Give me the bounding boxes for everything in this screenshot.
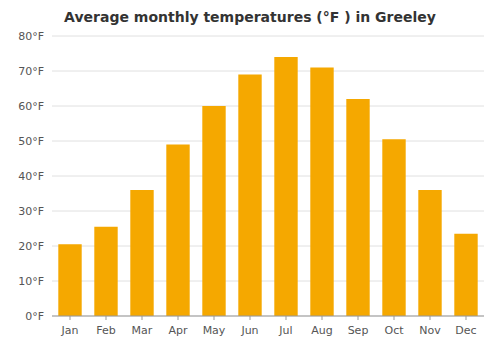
y-tick-label: 20°F	[18, 240, 44, 253]
grid-line	[52, 71, 484, 72]
chart-title: Average monthly temperatures (°F ) in Gr…	[64, 9, 436, 25]
y-tick-label: 80°F	[18, 30, 44, 43]
bar	[238, 75, 261, 317]
grid-line	[52, 106, 484, 107]
x-tick-label: Aug	[311, 324, 332, 337]
x-tick-label: Mar	[132, 324, 153, 337]
bar	[274, 57, 297, 316]
grid-line	[52, 36, 484, 37]
x-tick-label: Feb	[96, 324, 115, 337]
bar	[310, 68, 333, 317]
x-tick-label: Oct	[384, 324, 404, 337]
bar	[130, 190, 153, 316]
x-tick	[178, 316, 179, 320]
bar	[382, 139, 405, 316]
x-tick	[466, 316, 467, 320]
bars	[58, 57, 477, 316]
y-tick-label: 40°F	[18, 170, 44, 183]
x-tick	[214, 316, 215, 320]
x-tick	[358, 316, 359, 320]
x-tick-label: Sep	[348, 324, 369, 337]
bar	[454, 234, 477, 316]
y-tick-label: 0°F	[25, 310, 44, 323]
x-tick	[250, 316, 251, 320]
bar	[202, 106, 225, 316]
x-tick	[394, 316, 395, 320]
x-tick	[430, 316, 431, 320]
grid-line	[52, 316, 484, 317]
x-tick	[322, 316, 323, 320]
x-tick	[106, 316, 107, 320]
x-tick	[286, 316, 287, 320]
bar	[166, 145, 189, 317]
x-tick-label: Jun	[240, 324, 258, 337]
y-tick-label: 10°F	[18, 275, 44, 288]
x-tick-label: Jan	[61, 324, 79, 337]
x-tick	[142, 316, 143, 320]
y-grid	[52, 36, 484, 316]
chart-container: Average monthly temperatures (°F ) in Gr…	[0, 0, 500, 350]
y-tick-label: 30°F	[18, 205, 44, 218]
y-tick-label: 60°F	[18, 100, 44, 113]
grid-line	[52, 141, 484, 142]
bar	[418, 190, 441, 316]
x-tick	[70, 316, 71, 320]
chart-svg: Average monthly temperatures (°F ) in Gr…	[0, 0, 500, 350]
y-tick-label: 70°F	[18, 65, 44, 78]
x-axis-line	[52, 316, 484, 317]
x-tick-label: Nov	[419, 324, 441, 337]
y-tick-label: 50°F	[18, 135, 44, 148]
bar	[94, 227, 117, 316]
page: {"chart_data": {"type": "bar", "title": …	[0, 0, 500, 350]
x-tick-label: Dec	[455, 324, 476, 337]
x-tick-label: May	[203, 324, 226, 337]
bar	[58, 244, 81, 316]
x-tick-label: Jul	[278, 324, 292, 337]
grid-line	[52, 176, 484, 177]
x-tick-label: Apr	[168, 324, 188, 337]
bar	[346, 99, 369, 316]
